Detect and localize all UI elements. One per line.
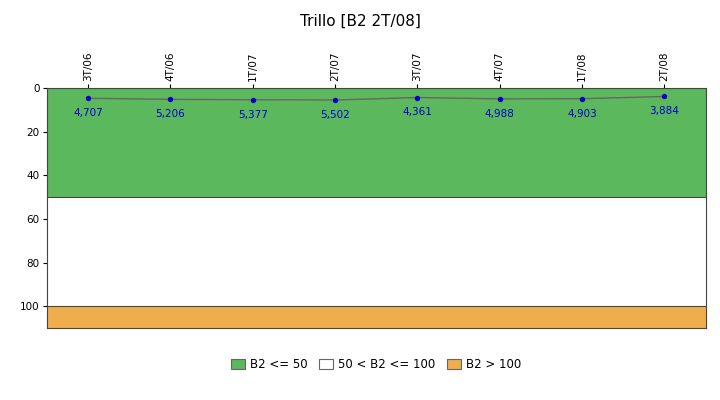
- Bar: [47, 306, 706, 328]
- Bar: [47, 88, 706, 197]
- Point: [659, 93, 670, 100]
- Point: [165, 96, 176, 102]
- Bar: [47, 197, 706, 306]
- Legend: B2 <= 50, 50 < B2 <= 100, B2 > 100: B2 <= 50, 50 < B2 <= 100, B2 > 100: [226, 353, 526, 376]
- Point: [494, 96, 505, 102]
- Point: [412, 94, 423, 101]
- Text: 4,361: 4,361: [402, 107, 432, 117]
- Text: 5,502: 5,502: [320, 110, 350, 120]
- Text: 3,884: 3,884: [649, 106, 680, 116]
- Text: 4,903: 4,903: [567, 108, 597, 118]
- Text: 4,988: 4,988: [485, 109, 515, 119]
- Text: 5,377: 5,377: [238, 110, 268, 120]
- Point: [82, 95, 94, 102]
- Text: 4,707: 4,707: [73, 108, 103, 118]
- Text: 5,206: 5,206: [156, 109, 185, 119]
- Point: [247, 96, 258, 103]
- Point: [329, 97, 341, 103]
- Point: [576, 96, 588, 102]
- Text: Trillo [B2 2T/08]: Trillo [B2 2T/08]: [300, 14, 420, 29]
